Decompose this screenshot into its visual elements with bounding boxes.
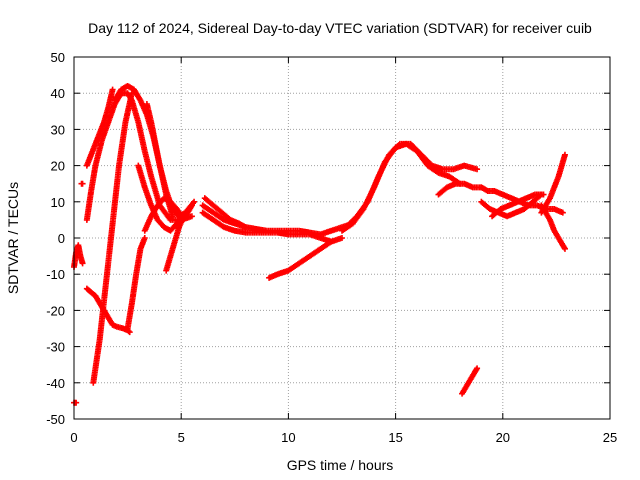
series-arc-5 xyxy=(83,86,116,169)
data-point xyxy=(474,365,481,372)
y-tick-label: -40 xyxy=(46,376,65,391)
data-point xyxy=(126,329,133,336)
y-tick-label: -20 xyxy=(46,303,65,318)
series-arc-26 xyxy=(538,151,568,216)
y-tick-label: 10 xyxy=(51,195,65,210)
data-point xyxy=(561,151,568,158)
series-arc-9 xyxy=(124,235,148,332)
data-points xyxy=(71,82,568,406)
y-tick-label: 30 xyxy=(51,122,65,137)
y-tick-label: 20 xyxy=(51,159,65,174)
y-axis-label: SDTVAR / TECUs xyxy=(5,182,21,294)
series-arc-21 xyxy=(459,365,481,397)
data-point xyxy=(191,198,198,205)
series-arc-4 xyxy=(83,285,133,336)
y-tick-label: -30 xyxy=(46,340,65,355)
data-point xyxy=(141,235,148,241)
y-tick-label: 40 xyxy=(51,86,65,101)
x-tick-label: 0 xyxy=(70,430,77,445)
x-tick-label: 15 xyxy=(388,430,402,445)
series-arc-15 xyxy=(199,209,335,245)
data-point xyxy=(169,213,176,220)
series-arc-20 xyxy=(435,180,485,198)
y-tick-label: 0 xyxy=(58,231,65,246)
series-arc-24 xyxy=(489,191,547,220)
series-arc-16 xyxy=(201,195,249,231)
data-point xyxy=(474,166,481,173)
series-arc-7 xyxy=(90,90,135,386)
series-arc-3 xyxy=(78,180,86,187)
data-point xyxy=(540,191,547,198)
data-point xyxy=(339,235,345,241)
series-arc-1 xyxy=(71,399,80,406)
y-tick-label: -50 xyxy=(46,412,65,427)
chart-title: Day 112 of 2024, Sidereal Day-to-day VTE… xyxy=(88,20,592,36)
y-tick-label: 50 xyxy=(51,50,65,65)
series-arc-2 xyxy=(71,242,86,270)
x-tick-label: 25 xyxy=(603,430,617,445)
series-arc-17 xyxy=(266,235,345,281)
data-point xyxy=(559,209,566,216)
data-point xyxy=(561,245,568,252)
series-arc-19 xyxy=(343,140,481,231)
data-point xyxy=(109,86,116,93)
series-arc-13 xyxy=(163,198,198,274)
plot-frame xyxy=(73,56,611,420)
x-axis-label: GPS time / hours xyxy=(287,457,394,473)
x-tick-label: 5 xyxy=(178,430,185,445)
data-point xyxy=(79,260,86,267)
y-tick-label: -10 xyxy=(46,267,65,282)
x-tick-label: 10 xyxy=(281,430,295,445)
data-point xyxy=(79,180,86,187)
series-arc-6 xyxy=(83,90,195,223)
data-point xyxy=(242,224,249,231)
x-tick-label: 20 xyxy=(496,430,510,445)
data-point xyxy=(188,213,195,220)
